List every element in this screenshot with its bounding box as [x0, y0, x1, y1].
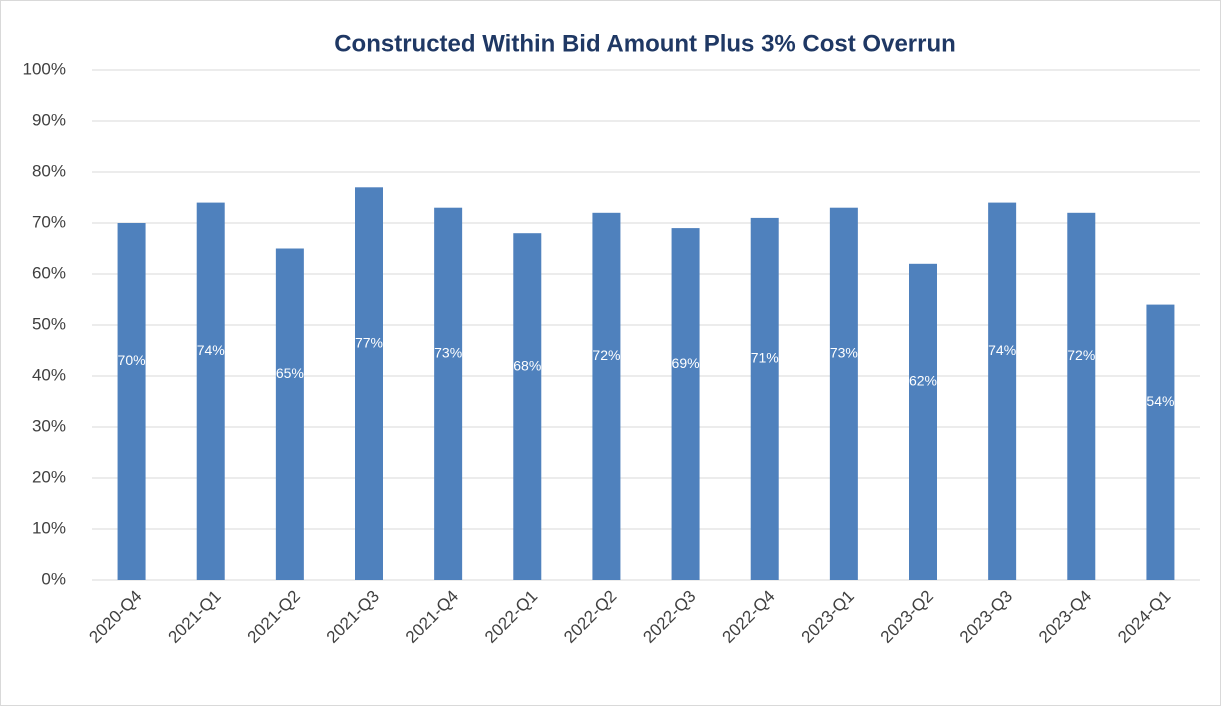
bar [275, 248, 304, 580]
data-label: 65% [276, 365, 304, 381]
data-label: 77% [355, 334, 383, 350]
data-label: 73% [434, 345, 462, 361]
y-tick-label: 0% [41, 569, 66, 588]
y-tick-label: 80% [32, 161, 66, 180]
y-tick-label: 90% [32, 110, 66, 129]
y-tick-label: 60% [32, 263, 66, 282]
bar [988, 202, 1017, 580]
y-tick-label: 20% [32, 467, 66, 486]
data-label: 72% [1067, 347, 1095, 363]
data-label: 74% [197, 342, 225, 358]
data-label: 68% [513, 357, 541, 373]
y-tick-label: 10% [32, 518, 66, 537]
bar [909, 263, 937, 580]
bar [513, 233, 542, 580]
y-tick-label: 50% [32, 314, 66, 333]
bar [592, 212, 621, 581]
y-tick-label: 30% [32, 416, 66, 435]
bar [196, 202, 225, 580]
bar [117, 223, 146, 580]
bar [1067, 212, 1096, 581]
data-label: 74% [988, 342, 1016, 358]
data-label: 69% [672, 355, 700, 371]
bar [671, 228, 700, 580]
data-label: 71% [751, 350, 779, 366]
bar [434, 207, 463, 580]
y-tick-label: 100% [23, 59, 66, 78]
data-label: 73% [830, 345, 858, 361]
y-tick-label: 70% [32, 212, 66, 231]
data-label: 54% [1146, 393, 1174, 409]
bar [829, 207, 858, 580]
chart-title: Constructed Within Bid Amount Plus 3% Co… [334, 30, 956, 57]
bar [750, 217, 779, 580]
y-tick-label: 40% [32, 365, 66, 384]
data-label: 70% [118, 352, 146, 368]
bar [1146, 304, 1175, 580]
data-label: 62% [909, 373, 937, 389]
bar [355, 187, 383, 581]
data-label: 72% [592, 347, 620, 363]
